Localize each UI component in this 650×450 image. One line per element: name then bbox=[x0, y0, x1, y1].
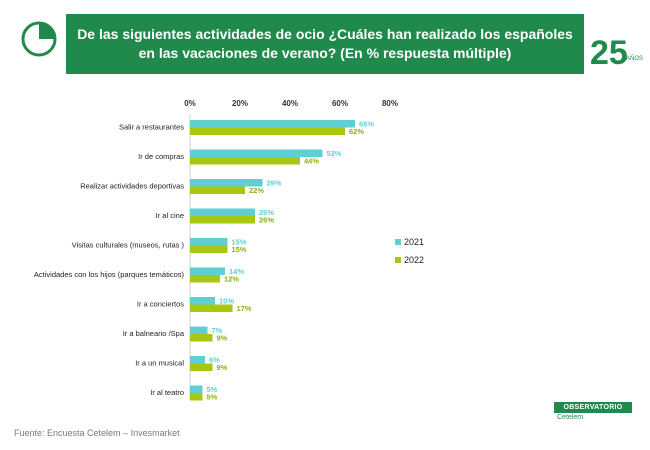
source-note: Fuente: Encuesta Cetelem – Invesmarket bbox=[14, 428, 180, 438]
data-label-2021: 10% bbox=[219, 297, 234, 306]
legend-label-2022: 2022 bbox=[404, 255, 424, 265]
data-label-2021: 6% bbox=[209, 356, 220, 365]
pie-logo-icon bbox=[21, 21, 57, 57]
data-label-2022: 62% bbox=[349, 127, 364, 136]
bar-2022 bbox=[190, 393, 203, 401]
x-tick-label: 40% bbox=[282, 99, 298, 108]
bar-2021 bbox=[190, 356, 205, 364]
anniversary-logo: 25 AÑOS bbox=[590, 34, 643, 70]
legend-label-2021: 2021 bbox=[404, 237, 424, 247]
category-label: Ir a balneario /Spa bbox=[123, 329, 185, 338]
data-label-2022: 9% bbox=[217, 363, 228, 372]
bar-2022 bbox=[190, 275, 220, 283]
bar-2022 bbox=[190, 157, 300, 165]
category-label: Actividades con los hijos (parques temát… bbox=[34, 270, 185, 279]
observatorio-name: OBSERVATORIO bbox=[554, 402, 632, 413]
data-label-2022: 44% bbox=[304, 157, 319, 166]
bar-2022 bbox=[190, 186, 245, 194]
data-label-2022: 12% bbox=[224, 275, 239, 284]
category-label: Ir al teatro bbox=[150, 388, 184, 397]
legend-swatch-2022 bbox=[395, 257, 401, 263]
data-label-2022: 9% bbox=[217, 334, 228, 343]
data-label-2021: 29% bbox=[267, 179, 282, 188]
bar-2021 bbox=[190, 149, 323, 157]
observatorio-sub: Cetelem bbox=[557, 414, 584, 421]
data-label-2021: 7% bbox=[212, 326, 223, 335]
x-tick-label: 80% bbox=[382, 99, 398, 108]
bar-2022 bbox=[190, 127, 345, 135]
category-label: Ir a conciertos bbox=[137, 300, 184, 309]
category-label: Visitas culturales (museos, rutas ) bbox=[72, 241, 185, 250]
category-label: Salir a restaurantes bbox=[119, 123, 184, 132]
category-label: Ir de compras bbox=[138, 152, 184, 161]
bar-2022 bbox=[190, 216, 255, 224]
category-label: Ir al cine bbox=[156, 211, 184, 220]
data-label-2021: 66% bbox=[359, 120, 374, 129]
bar-2021 bbox=[190, 326, 208, 334]
category-label: Ir a un musical bbox=[135, 359, 184, 368]
bar-2021 bbox=[190, 238, 228, 246]
data-label-2021: 53% bbox=[327, 149, 342, 158]
data-label-2021: 26% bbox=[259, 208, 274, 217]
data-label-2022: 15% bbox=[232, 245, 247, 254]
x-tick-label: 20% bbox=[232, 99, 248, 108]
data-label-2021: 5% bbox=[207, 385, 218, 394]
data-label-2022: 26% bbox=[259, 216, 274, 225]
data-label-2021: 15% bbox=[232, 238, 247, 247]
x-tick-label: 0% bbox=[184, 99, 196, 108]
legend-swatch-2021 bbox=[395, 239, 401, 245]
data-label-2022: 22% bbox=[249, 186, 264, 195]
data-label-2021: 14% bbox=[229, 267, 244, 276]
chart-title: De las siguientes actividades de ocio ¿C… bbox=[66, 14, 584, 74]
bar-2021 bbox=[190, 385, 203, 393]
x-tick-label: 60% bbox=[332, 99, 348, 108]
data-label-2022: 5% bbox=[207, 393, 218, 402]
bar-2021 bbox=[190, 297, 215, 305]
bar-2021 bbox=[190, 179, 263, 187]
bar-2022 bbox=[190, 304, 233, 312]
data-label-2022: 17% bbox=[237, 304, 252, 313]
bar-2021 bbox=[190, 120, 355, 128]
bar-2022 bbox=[190, 334, 213, 342]
anniversary-number: 25 bbox=[590, 34, 628, 70]
bar-2022 bbox=[190, 363, 213, 371]
bar-2021 bbox=[190, 267, 225, 275]
category-label: Realizar actividades deportivas bbox=[80, 182, 184, 191]
observatorio-logo: OBSERVATORIO Cetelem bbox=[554, 402, 632, 432]
bar-2022 bbox=[190, 245, 228, 253]
anniversary-word: AÑOS bbox=[626, 55, 643, 62]
bar-2021 bbox=[190, 208, 255, 216]
